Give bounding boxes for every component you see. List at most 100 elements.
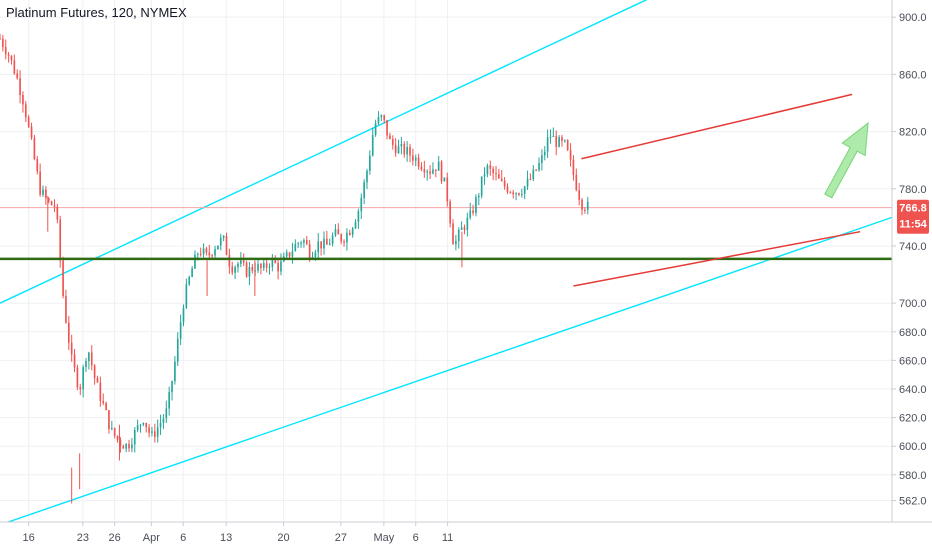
candle-body [506, 186, 509, 193]
candle-body [566, 140, 569, 151]
candle-body [196, 253, 199, 255]
candle-body [515, 193, 517, 195]
candle-body [96, 377, 99, 383]
time-tick-label: 6 [180, 532, 186, 544]
candle-body [148, 427, 150, 433]
candle-body [219, 237, 222, 246]
price-tick-label: 620.0 [899, 413, 927, 425]
candle-body [65, 296, 67, 323]
candle-body [423, 169, 426, 173]
candle-body [500, 178, 503, 181]
candle-body [509, 192, 512, 194]
time-tick-label: 20 [277, 532, 289, 544]
candle-body [489, 165, 492, 169]
candle-body [110, 428, 113, 430]
candle-body [62, 260, 64, 297]
price-tick-label: 660.0 [899, 355, 927, 367]
candle-body [498, 174, 500, 179]
plot-background [0, 0, 892, 522]
candle-body [268, 266, 271, 268]
price-tick-label: 700.0 [899, 298, 927, 310]
time-tick-label: 23 [77, 532, 89, 544]
candle-body [348, 232, 351, 235]
price-tick-label: 562.0 [899, 496, 927, 508]
candle-body [294, 243, 297, 252]
time-axis[interactable] [0, 522, 932, 550]
candle-body [162, 418, 165, 423]
candle-body [288, 252, 291, 257]
wedge-lower-line[interactable] [573, 230, 861, 287]
candle-body [136, 425, 139, 430]
candle-body [260, 263, 262, 269]
lower-channel-line[interactable] [0, 216, 893, 526]
candle-body [426, 171, 429, 173]
candle-body [125, 443, 127, 449]
candle-body [549, 136, 552, 138]
candle-body [374, 123, 377, 135]
candle-body [291, 251, 294, 257]
candle-body [584, 209, 586, 211]
candle-body [546, 137, 549, 152]
drawing-overlays[interactable] [0, 93, 892, 287]
candle-body [380, 115, 383, 118]
last-price-badge: 766.8 11:54 [897, 199, 929, 234]
candle-body [119, 439, 122, 446]
time-tick-label: 26 [109, 532, 121, 544]
candle-body [452, 223, 454, 245]
candle-body [526, 178, 529, 187]
drawing-tools[interactable] [0, 0, 893, 526]
candle-body [185, 284, 188, 308]
candle-body [257, 263, 259, 271]
candle-body [460, 227, 463, 230]
candle-body [406, 147, 408, 155]
candle-body [251, 267, 254, 271]
candle-body [228, 254, 231, 267]
chart-title: Platinum Futures, 120, NYMEX [6, 5, 187, 20]
candle-body [337, 229, 340, 235]
candle-body [105, 403, 107, 411]
candle-body [520, 193, 523, 195]
candle-body [67, 322, 70, 343]
candle-body [59, 219, 62, 261]
candle-body [277, 262, 279, 272]
candle-body [303, 240, 305, 243]
candle-body [214, 249, 216, 256]
candle-body [412, 155, 414, 161]
candle-body [371, 134, 374, 156]
candle-body [165, 408, 168, 419]
candle-body [305, 240, 308, 245]
wedge-upper-line[interactable] [581, 93, 853, 160]
candle-body [171, 381, 173, 393]
candle-body [323, 238, 325, 249]
candle-body [73, 354, 76, 368]
candle-body [409, 147, 411, 156]
price-tick-label: 820.0 [899, 127, 927, 139]
candle-body [208, 252, 211, 256]
candle-body [469, 210, 472, 218]
candle-body [13, 60, 16, 74]
candle-body [10, 55, 13, 61]
price-tick-label: 900.0 [899, 12, 927, 24]
candle-body [36, 158, 39, 172]
candle-body [4, 47, 7, 55]
candle-body [205, 248, 208, 253]
candle-body [159, 422, 162, 428]
candle-body [532, 169, 535, 180]
candle-body [99, 382, 102, 401]
grid [0, 0, 892, 522]
candle-body [320, 241, 322, 249]
candle-body [437, 161, 440, 171]
candle-body [70, 342, 73, 355]
candle-body [33, 137, 36, 159]
candle-body [472, 210, 474, 213]
candle-body [366, 170, 368, 183]
candle-body [495, 173, 497, 175]
candle-body [16, 73, 19, 79]
price-axis[interactable] [892, 0, 932, 522]
candle-body [188, 277, 191, 285]
candle-body [280, 261, 282, 272]
up-arrow-icon[interactable] [824, 121, 869, 199]
upper-channel-line[interactable] [0, 0, 701, 304]
last-price-badge-bg [897, 199, 929, 234]
